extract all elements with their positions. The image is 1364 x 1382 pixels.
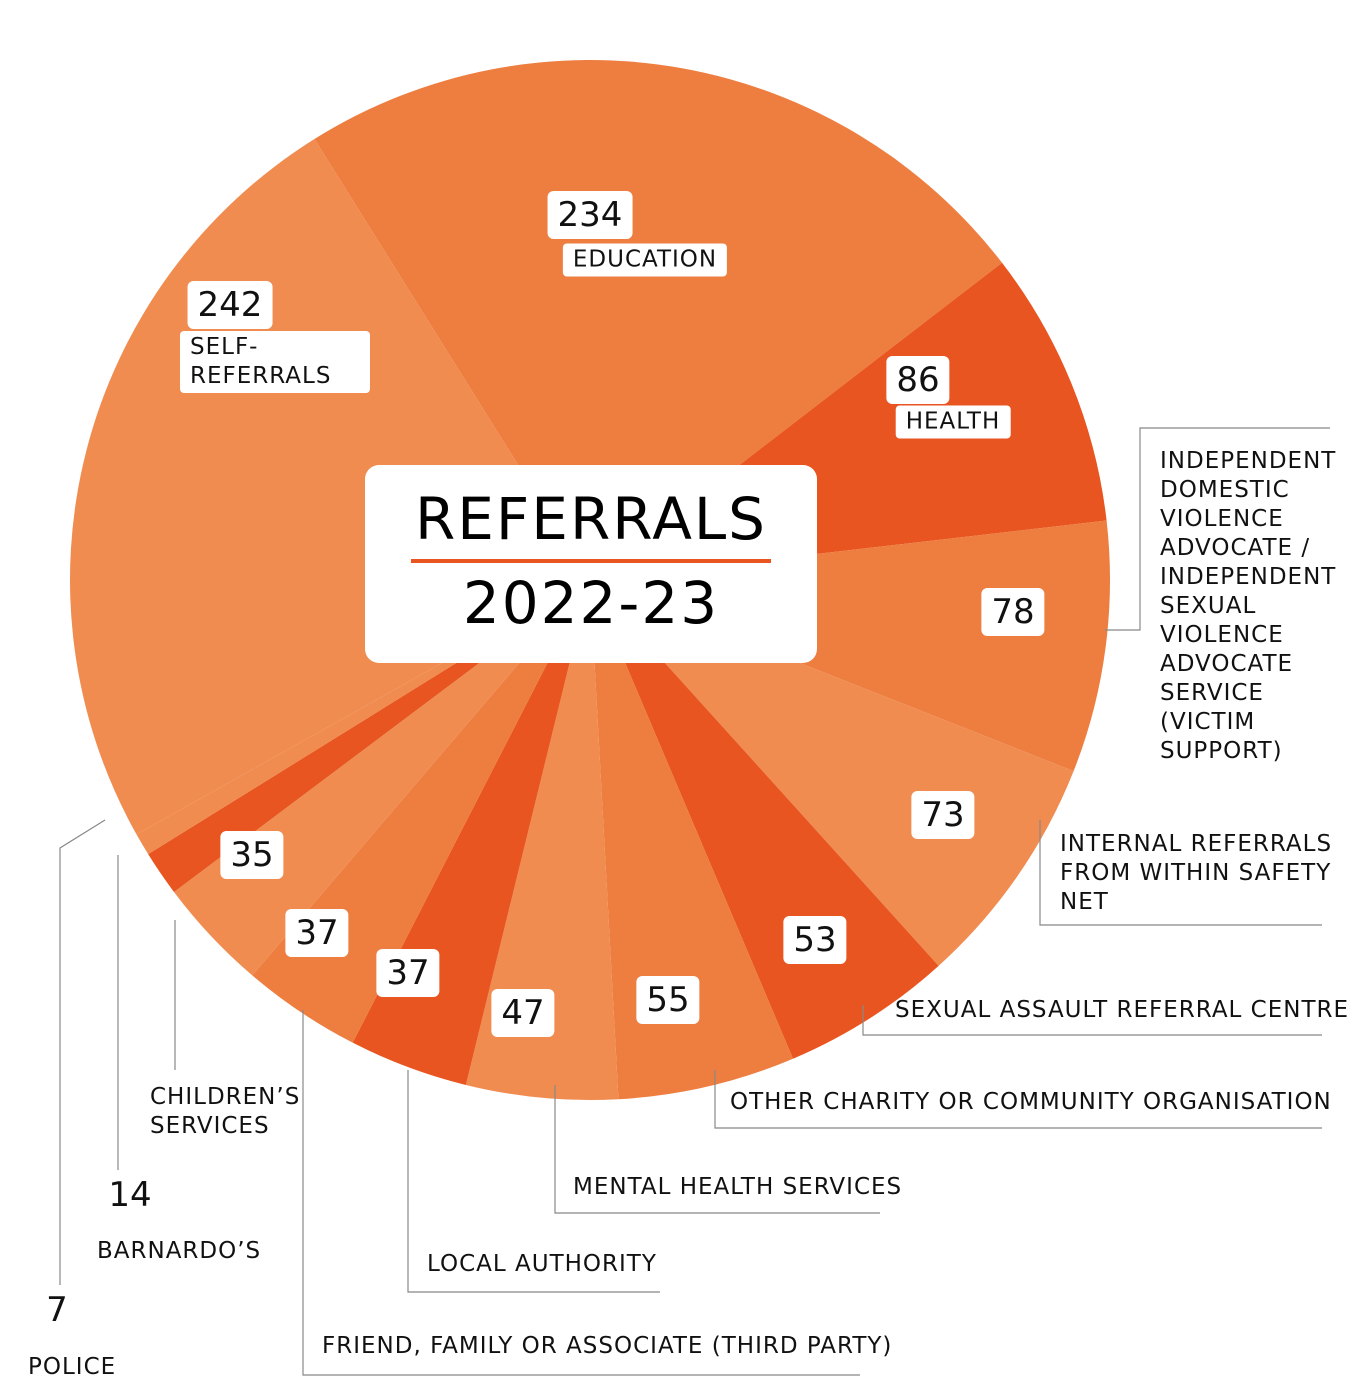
- slice-name: MENTAL HEALTH SERVICES: [573, 1174, 903, 1200]
- value-label: 47: [491, 989, 555, 1037]
- pie-slice: [314, 60, 1003, 580]
- value-label: 78: [981, 588, 1045, 636]
- slice-name: BARNARDO’S: [97, 1238, 262, 1264]
- slice-name: CHILDREN’S SERVICES: [150, 1084, 301, 1139]
- slice-name: POLICE: [28, 1354, 117, 1380]
- slice-name: INTERNAL REFERRALS FROM WITHIN SAFETY NE…: [1060, 831, 1333, 915]
- value-label: 86: [886, 356, 950, 404]
- slice-name: OTHER CHARITY OR COMMUNITY ORGANISATION: [730, 1089, 1332, 1115]
- value-label: 73: [911, 791, 975, 839]
- leader-line: [59, 819, 106, 1285]
- value-label: 37: [376, 949, 440, 997]
- pie-slice: [590, 580, 939, 1059]
- pie-slice: [465, 580, 619, 1100]
- value-label: 37: [285, 909, 349, 957]
- slice-name: EDUCATION: [562, 243, 728, 277]
- value-label: 234: [547, 191, 633, 239]
- chart-title: REFERRALS: [410, 485, 771, 563]
- slice-name: INDEPENDENT DOMESTIC VIOLENCE ADVOCATE /…: [1160, 448, 1337, 764]
- leader-line: [407, 1070, 660, 1293]
- leader-line: [714, 1070, 1322, 1129]
- chart-subtitle: 2022-23: [462, 569, 720, 637]
- value-label: 35: [220, 831, 284, 879]
- value-label: 14: [98, 1171, 162, 1219]
- slice-name: LOCAL AUTHORITY: [427, 1251, 657, 1277]
- pie-slice: [590, 580, 1074, 966]
- value-label: 55: [636, 976, 700, 1024]
- leader-line: [554, 1085, 880, 1214]
- pie-slice: [590, 580, 794, 1100]
- value-label: 7: [36, 1286, 78, 1334]
- leader-line: [862, 1005, 1322, 1036]
- slice-name: SELF-REFERRALS: [180, 331, 370, 393]
- leader-line: [1105, 427, 1330, 631]
- value-label: 53: [783, 916, 847, 964]
- slice-name: SEXUAL ASSAULT REFERRAL CENTRE: [895, 997, 1350, 1023]
- leader-line: [1039, 820, 1322, 926]
- value-label: 242: [187, 281, 273, 329]
- leader-line: [302, 1010, 860, 1376]
- slice-name: FRIEND, FAMILY OR ASSOCIATE (THIRD PARTY…: [322, 1333, 893, 1359]
- slice-name: HEALTH: [895, 405, 1011, 439]
- title-box: REFERRALS 2022-23: [365, 465, 817, 663]
